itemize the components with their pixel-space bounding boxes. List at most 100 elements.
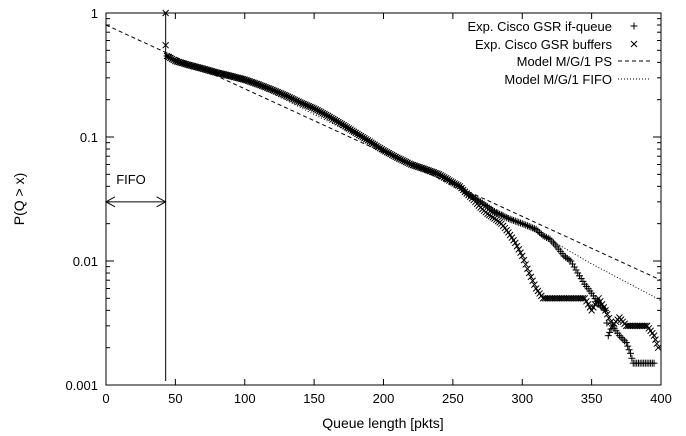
- legend-label-fifo: Model M/G/1 FIFO: [504, 72, 612, 87]
- data-point-cross: [322, 111, 330, 119]
- data-point-cross: [283, 92, 290, 100]
- data-point-cross-b: [276, 89, 283, 97]
- data-point-cross: [435, 170, 443, 178]
- data-point-cross-b: [407, 161, 415, 168]
- data-point-cross-b: [607, 318, 615, 326]
- data-point-cross-b: [319, 109, 327, 117]
- data-point-cross-b: [397, 156, 405, 163]
- data-point-cross-b: [210, 68, 217, 76]
- data-point-cross-b: [255, 81, 262, 88]
- data-point-cross-b: [583, 297, 590, 305]
- data-point-cross-b: [400, 157, 408, 165]
- data-point-cross: [383, 148, 391, 156]
- data-point-cross: [315, 107, 323, 115]
- data-point-cross: [596, 297, 604, 305]
- data-point-cross-b: [452, 181, 460, 188]
- data-point-cross: [162, 9, 170, 17]
- data-point-plus: [628, 354, 636, 362]
- data-point-cross-b: [511, 239, 519, 247]
- data-point-plus: [539, 232, 547, 240]
- data-point-cross: [265, 85, 273, 92]
- data-point-cross-b: [189, 62, 197, 70]
- data-point-cross-b: [222, 71, 230, 79]
- data-point-plus: [525, 223, 533, 231]
- data-point-plus: [617, 333, 625, 341]
- data-point-cross-b: [270, 87, 278, 94]
- data-point-cross-b: [447, 178, 455, 185]
- data-point-plus: [518, 220, 526, 228]
- legend-label-buffers: Exp. Cisco GSR buffers: [475, 37, 613, 52]
- data-point-cross: [270, 87, 278, 94]
- x-tick-label: 0: [102, 391, 109, 406]
- data-point-plus: [499, 212, 507, 220]
- data-point-cross-b: [531, 281, 538, 288]
- data-point-plus: [595, 300, 603, 308]
- data-point-cross-b: [383, 148, 391, 156]
- data-point-cross-b: [262, 83, 269, 91]
- data-point-plus: [604, 332, 612, 340]
- data-point-cross-b: [605, 314, 613, 322]
- data-point-cross: [293, 97, 301, 105]
- data-point-cross-b: [392, 153, 399, 161]
- data-point-cross-b: [518, 252, 526, 260]
- y-tick-label: 0.001: [65, 378, 98, 393]
- data-point-cross: [284, 93, 292, 100]
- data-point-cross-b: [643, 322, 651, 330]
- data-point-cross-b: [413, 162, 420, 170]
- data-point-cross-b: [505, 229, 512, 236]
- data-point-cross-b: [215, 69, 223, 77]
- data-point-cross-b: [387, 150, 394, 158]
- data-point-cross: [274, 88, 282, 96]
- data-point-plus: [619, 335, 627, 343]
- data-point-cross: [451, 180, 458, 187]
- data-point-cross-b: [406, 160, 413, 168]
- data-point-cross: [513, 242, 521, 250]
- model-fifo-line: [165, 55, 662, 301]
- data-point-cross: [298, 99, 306, 107]
- data-point-cross-b: [162, 9, 170, 17]
- data-point-plus: [624, 342, 632, 350]
- data-point-cross-b: [199, 65, 207, 73]
- data-point-cross-b: [281, 91, 288, 99]
- data-point-cross-b: [310, 105, 318, 112]
- fifo-arrow-head-right: [156, 196, 167, 208]
- data-point-cross: [432, 169, 439, 177]
- data-point-cross-b: [590, 303, 597, 311]
- data-point-cross: [652, 336, 659, 344]
- x-tick-label: 200: [373, 391, 395, 406]
- data-point-plus: [565, 256, 573, 264]
- data-point-cross-b: [395, 155, 403, 162]
- data-point-cross-b: [257, 81, 264, 89]
- data-point-cross-b: [584, 300, 592, 308]
- data-point-cross: [527, 273, 535, 281]
- data-point-cross-b: [602, 306, 609, 314]
- data-point-cross: [385, 149, 393, 157]
- data-point-cross-b: [588, 306, 595, 314]
- data-point-cross-b: [321, 110, 328, 118]
- data-point-plus: [551, 241, 559, 249]
- data-point-cross: [380, 147, 387, 154]
- data-point-cross-b: [529, 277, 537, 285]
- data-point-plus: [494, 209, 502, 217]
- fifo-label: FIFO: [116, 172, 146, 187]
- data-point-cross-b: [251, 79, 259, 87]
- data-point-cross-b: [260, 83, 268, 90]
- data-point-cross-b: [520, 256, 528, 264]
- data-point-plus: [491, 208, 498, 216]
- data-point-cross: [321, 110, 328, 118]
- data-point-cross: [433, 170, 441, 178]
- data-point-cross-b: [211, 68, 219, 76]
- data-point-cross-b: [288, 94, 295, 102]
- data-point-cross-b: [654, 344, 662, 352]
- data-point-cross-b: [241, 76, 249, 84]
- data-point-cross-b: [296, 99, 304, 106]
- data-point-cross-b: [315, 107, 323, 115]
- data-point-cross-b: [385, 149, 393, 157]
- data-point-cross-b: [522, 261, 530, 268]
- fifo-arrow-head-left: [104, 196, 116, 208]
- data-point-cross-b: [421, 165, 429, 173]
- data-point-cross: [600, 303, 608, 311]
- data-point-cross-b: [267, 85, 275, 93]
- data-point-cross: [428, 168, 436, 176]
